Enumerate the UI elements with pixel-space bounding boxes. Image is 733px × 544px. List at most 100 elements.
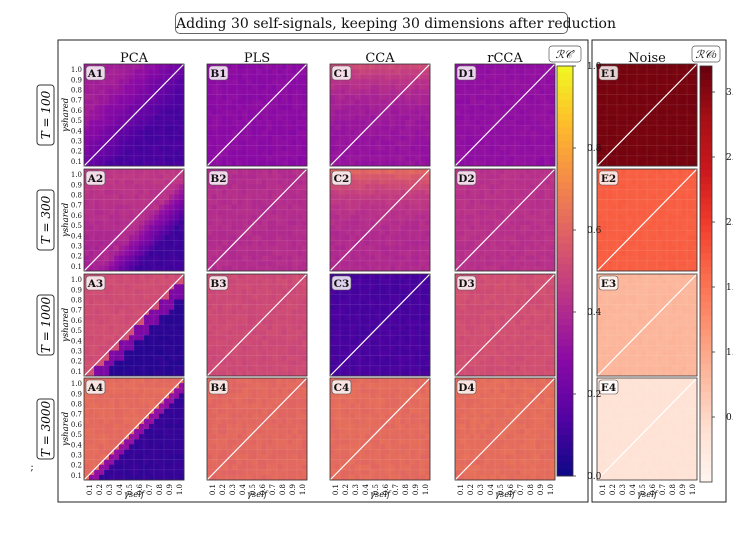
- column-header-pca: PCA: [120, 51, 149, 66]
- heatmap-cell: [340, 230, 346, 236]
- heatmap-cell: [365, 214, 371, 221]
- heatmap-cell: [84, 245, 90, 251]
- heatmap-cell: [617, 135, 623, 141]
- heatmap-cell: [335, 214, 341, 221]
- heatmap-cell: [530, 204, 536, 211]
- heatmap-cell: [647, 179, 653, 185]
- heatmap-cell: [370, 199, 376, 205]
- heatmap-cell: [505, 99, 511, 106]
- heatmap-cell: [237, 220, 243, 226]
- heatmap-cell: [667, 260, 673, 267]
- heatmap-cell: [622, 109, 628, 116]
- heatmap-cell: [465, 79, 471, 85]
- heatmap-cell: [247, 214, 253, 221]
- heatmap-cell: [662, 260, 668, 267]
- heatmap-cell: [647, 225, 653, 231]
- heatmap-cell: [455, 184, 461, 190]
- heatmap-cell: [672, 145, 678, 151]
- heatmap-cell: [375, 150, 381, 157]
- heatmap-cell: [637, 69, 643, 75]
- heatmap-cell: [272, 120, 278, 126]
- heatmap-cell: [217, 99, 223, 106]
- heatmap-cell: [687, 235, 693, 241]
- heatmap-cell: [622, 115, 628, 121]
- heatmap-cell: [149, 214, 155, 221]
- diagonal-line: [329, 63, 431, 167]
- heatmap-cell: [124, 79, 130, 85]
- heatmap-cell: [520, 179, 526, 185]
- heatmap-cell: [525, 245, 531, 251]
- heatmap-cell: [405, 199, 411, 205]
- heatmap-cell: [237, 160, 243, 167]
- heatmap-cell: [647, 99, 653, 106]
- diagonal-line: [454, 63, 556, 167]
- heatmap-cell: [114, 94, 120, 100]
- heatmap-cell: [262, 319, 268, 326]
- heatmap-cell: [455, 189, 461, 195]
- heatmap-cell: [247, 370, 253, 377]
- heatmap-cell: [232, 145, 238, 151]
- heatmap-cell: [535, 74, 541, 80]
- heatmap-cell: [400, 199, 406, 205]
- heatmap-cell: [232, 299, 238, 305]
- heatmap-cell: [272, 130, 278, 136]
- heatmap-cell: [335, 99, 341, 106]
- heatmap-cell: [652, 260, 658, 267]
- heatmap-cell: [632, 109, 638, 116]
- heatmap-cell: [174, 304, 180, 310]
- heatmap-cell: [530, 104, 536, 111]
- heatmap-cell: [94, 330, 100, 336]
- heatmap-cell: [490, 240, 496, 246]
- heatmap-cell: [164, 225, 170, 231]
- heatmap-cell: [657, 135, 663, 141]
- heatmap-cell: [207, 84, 213, 90]
- heatmap-cell: [207, 260, 213, 267]
- heatmap-cell: [380, 169, 386, 175]
- heatmap-cell: [302, 220, 308, 226]
- heatmap-cell: [490, 99, 496, 106]
- heatmap-cell: [262, 184, 268, 190]
- heatmap-cell: [154, 314, 160, 321]
- panel-label: D1: [458, 68, 474, 80]
- heatmap-cell: [277, 209, 283, 216]
- heatmap-cell: [297, 184, 303, 190]
- diagonal-line: [83, 273, 185, 377]
- heatmap-cell: [460, 204, 466, 211]
- heatmap-cell: [597, 214, 603, 221]
- heatmap-cell: [99, 160, 105, 167]
- heatmap-cell: [682, 145, 688, 151]
- heatmap-cell: [114, 155, 120, 162]
- heatmap-cell: [420, 64, 426, 70]
- heatmap-cell: [662, 74, 668, 80]
- heatmap-cell: [627, 265, 633, 272]
- heatmap-cell: [272, 109, 278, 116]
- heatmap-cell: [370, 189, 376, 195]
- heatmap-cell: [672, 265, 678, 272]
- heatmap-cell: [94, 189, 100, 195]
- heatmap-cell: [227, 189, 233, 195]
- heatmap-cell: [657, 174, 663, 180]
- heatmap-cell: [247, 199, 253, 205]
- heatmap-cell: [410, 130, 416, 136]
- heatmap-cell: [505, 140, 511, 146]
- heatmap-cell: [94, 135, 100, 141]
- heatmap-cell: [390, 225, 396, 231]
- heatmap-cell: [227, 370, 233, 377]
- heatmap-cell: [335, 120, 341, 126]
- heatmap-cell: [297, 109, 303, 116]
- panel-border: [454, 168, 556, 272]
- heatmap-cell: [179, 120, 185, 126]
- heatmap-cell: [159, 279, 165, 285]
- heatmap-cell: [84, 355, 90, 361]
- heatmap-cell: [535, 250, 541, 256]
- heatmap-cell: [622, 230, 628, 236]
- heatmap-cell: [104, 345, 110, 351]
- heatmap-cell: [520, 140, 526, 146]
- heatmap-cell: [84, 94, 90, 100]
- heatmap-cell: [99, 360, 105, 367]
- heatmap-cell: [510, 214, 516, 221]
- heatmap-cell: [262, 355, 268, 361]
- heatmap-cell: [247, 84, 253, 90]
- heatmap-cell: [530, 199, 536, 205]
- heatmap-cell: [119, 345, 125, 351]
